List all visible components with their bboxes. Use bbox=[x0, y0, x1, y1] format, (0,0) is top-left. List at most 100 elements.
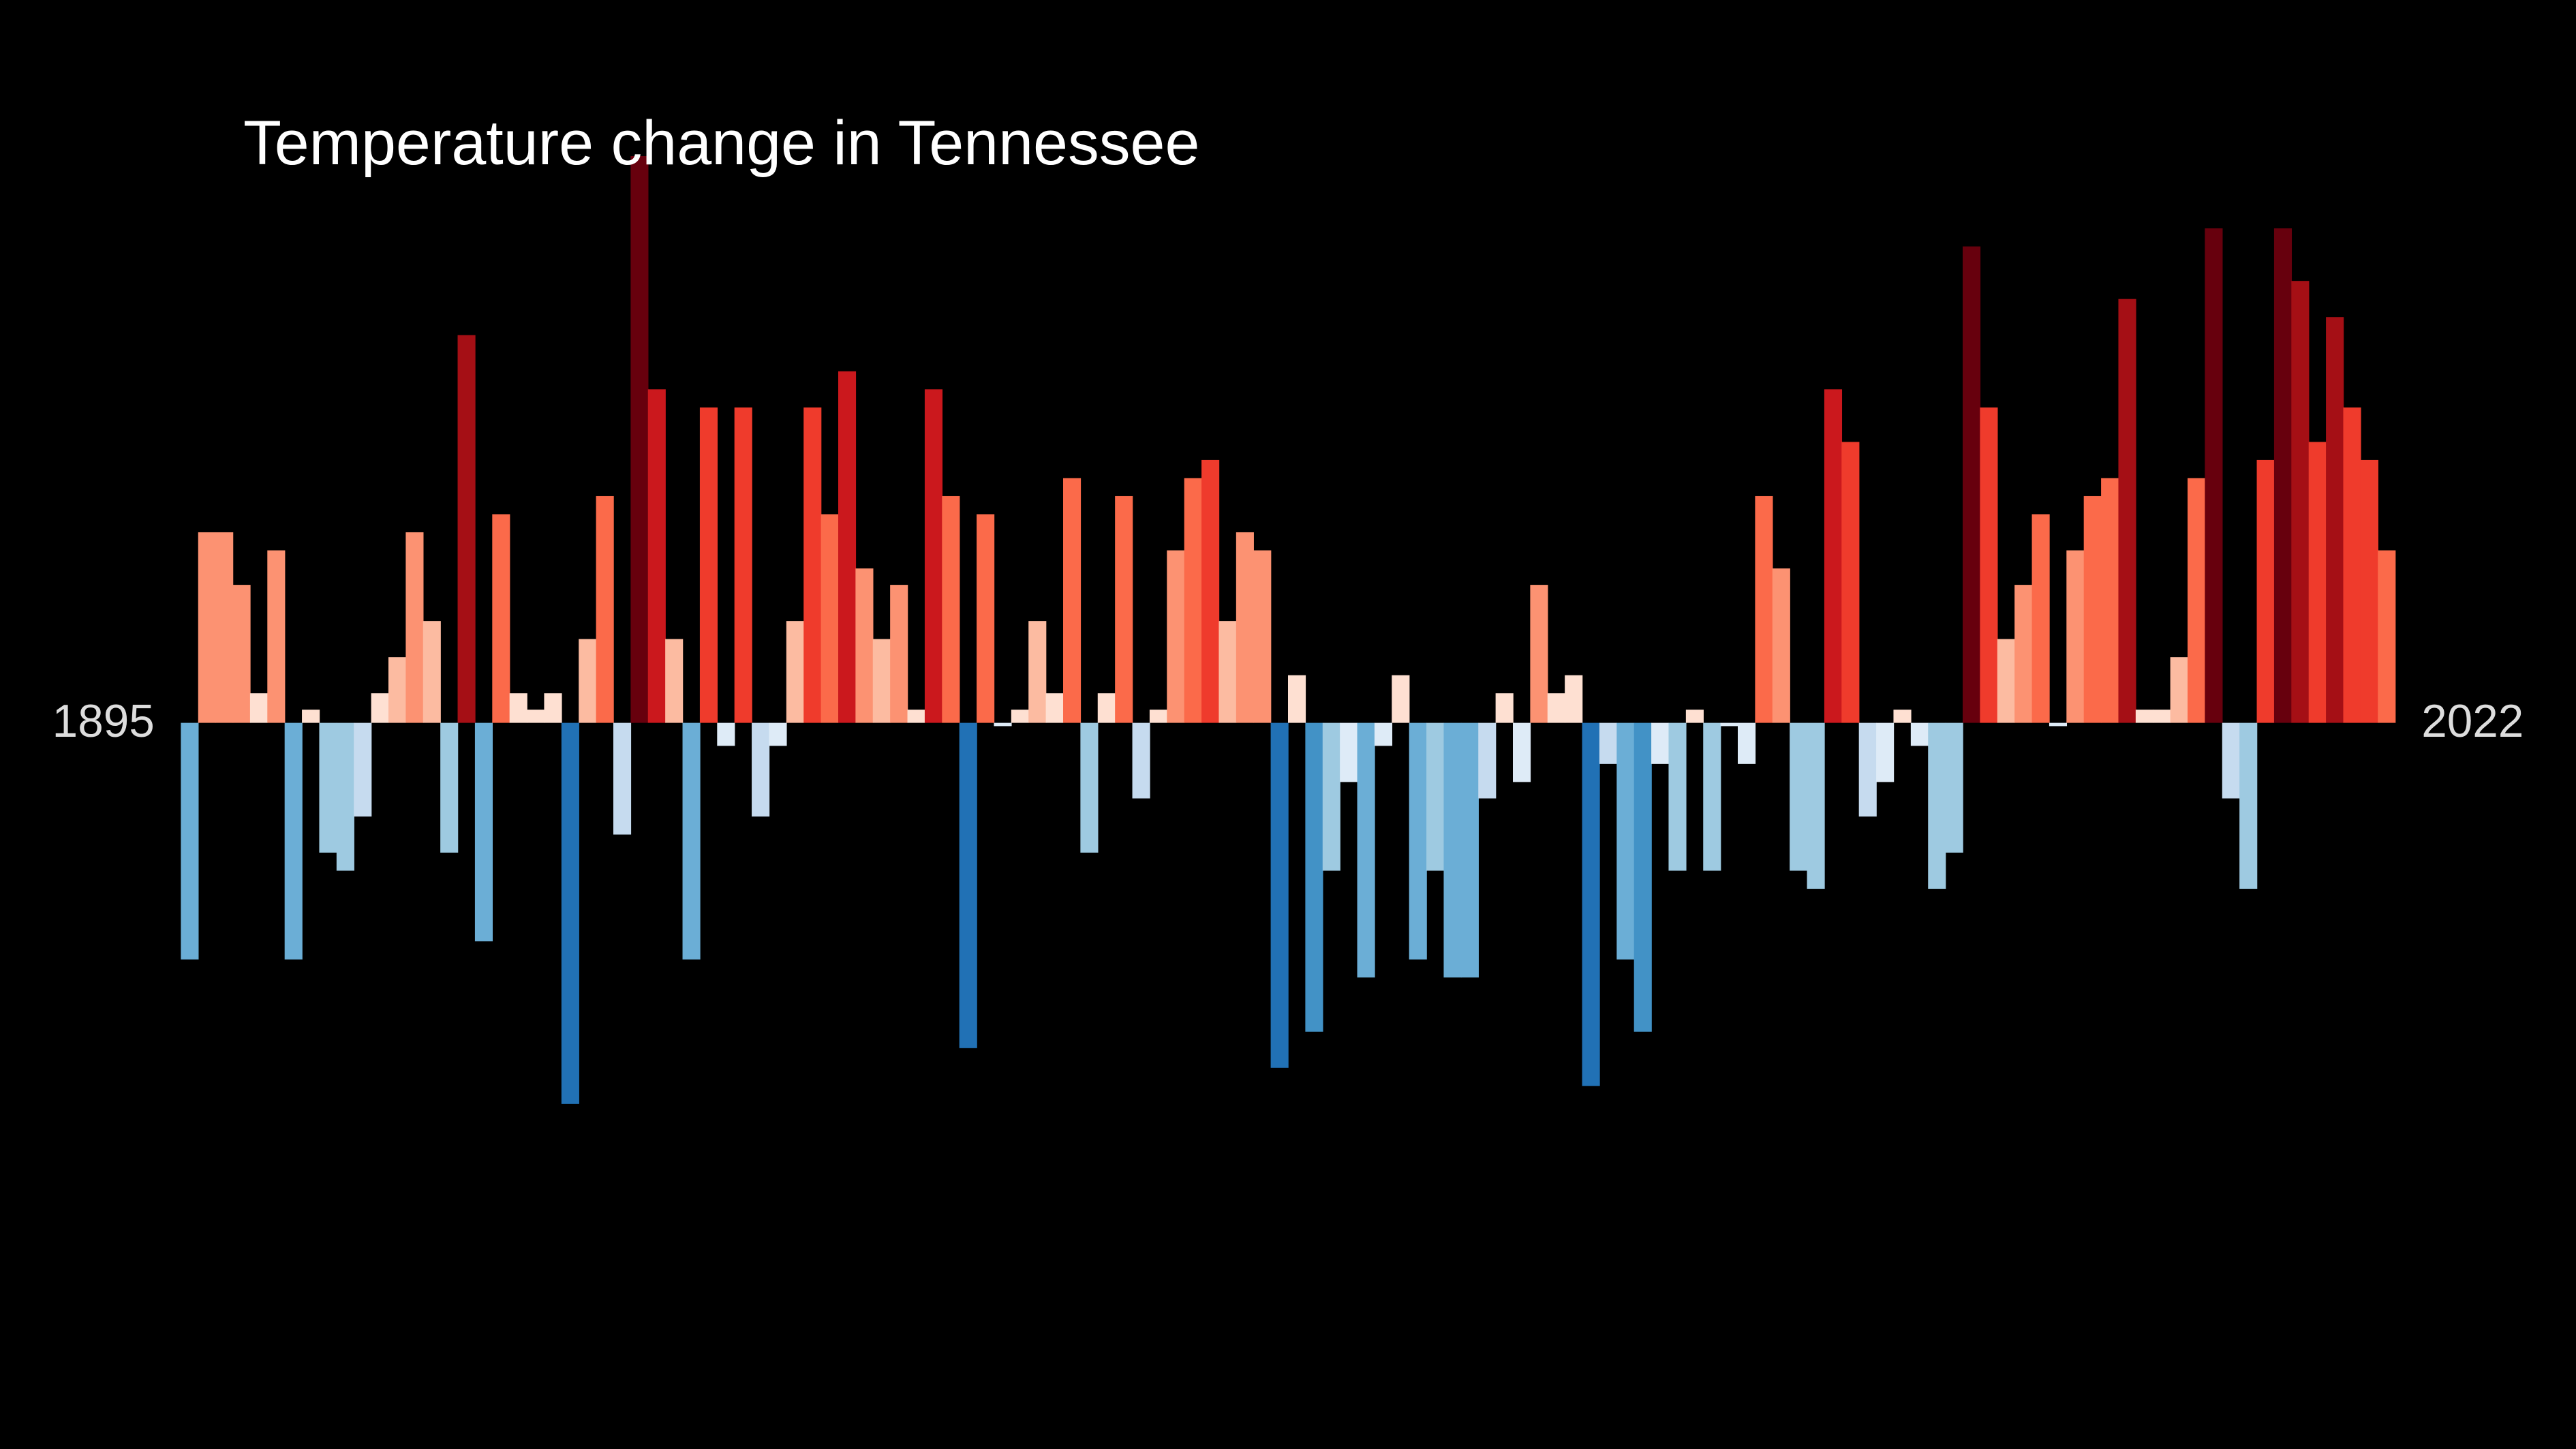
bar bbox=[596, 495, 614, 723]
bar bbox=[821, 514, 839, 723]
bar bbox=[405, 532, 424, 723]
bar bbox=[1426, 722, 1445, 871]
bar bbox=[1288, 675, 1306, 723]
bar bbox=[354, 722, 372, 817]
bar bbox=[2014, 585, 2033, 723]
bar bbox=[959, 722, 977, 1048]
bar bbox=[1703, 722, 1721, 871]
bar bbox=[613, 722, 632, 835]
bar bbox=[699, 407, 718, 723]
bar bbox=[267, 550, 286, 723]
bar bbox=[336, 722, 354, 871]
bar bbox=[1322, 722, 1340, 871]
bar bbox=[1357, 722, 1375, 978]
x-tick-label: 1895 bbox=[52, 696, 155, 747]
bar bbox=[1720, 722, 1738, 727]
chart-title: Temperature change in Tennessee bbox=[243, 108, 1199, 178]
bar bbox=[924, 389, 943, 723]
bar bbox=[1565, 675, 1583, 723]
bar bbox=[561, 722, 579, 1104]
bar bbox=[1616, 722, 1635, 960]
bar bbox=[423, 621, 441, 723]
bar bbox=[1582, 722, 1600, 1086]
bar bbox=[2326, 317, 2344, 723]
bar bbox=[734, 407, 752, 723]
bar bbox=[1685, 710, 1704, 723]
bar bbox=[388, 657, 407, 723]
bar bbox=[579, 639, 597, 723]
bar bbox=[1028, 621, 1047, 723]
bar bbox=[1409, 722, 1427, 960]
bar bbox=[249, 693, 269, 723]
bar bbox=[1045, 693, 1064, 723]
bar bbox=[1893, 710, 1912, 723]
bar bbox=[544, 693, 562, 723]
bar bbox=[1980, 407, 1998, 723]
bar bbox=[474, 722, 493, 942]
bar bbox=[319, 722, 337, 853]
bars bbox=[181, 155, 2396, 1104]
bar bbox=[215, 532, 234, 723]
bar bbox=[1997, 639, 2015, 723]
bar bbox=[2101, 478, 2119, 723]
bar bbox=[509, 693, 527, 723]
bar bbox=[1253, 550, 1272, 723]
bar bbox=[890, 585, 908, 723]
bar bbox=[630, 155, 649, 723]
bar bbox=[1460, 722, 1479, 978]
bar bbox=[977, 514, 995, 723]
bar bbox=[2256, 459, 2275, 723]
bar bbox=[1530, 585, 1548, 723]
bar bbox=[1149, 710, 1168, 723]
bar bbox=[1928, 722, 1946, 889]
bar bbox=[1668, 722, 1687, 871]
bar bbox=[1513, 722, 1531, 782]
bar bbox=[1270, 722, 1289, 1068]
bar bbox=[492, 514, 510, 723]
bar bbox=[1945, 722, 1963, 853]
bar bbox=[1772, 568, 1790, 723]
bar bbox=[1495, 693, 1514, 723]
bar bbox=[1651, 722, 1670, 764]
bar bbox=[2170, 657, 2188, 723]
bar bbox=[682, 722, 701, 960]
bar bbox=[1062, 478, 1082, 723]
bar bbox=[2360, 459, 2378, 723]
bar bbox=[1374, 722, 1393, 746]
bar bbox=[752, 722, 770, 817]
bar bbox=[1340, 722, 1358, 782]
bar bbox=[1841, 442, 1860, 723]
bar bbox=[1876, 722, 1895, 782]
bar bbox=[440, 722, 459, 853]
bar bbox=[665, 639, 684, 723]
bar bbox=[1080, 722, 1099, 853]
bar bbox=[2188, 478, 2206, 723]
bar bbox=[1963, 246, 1981, 723]
bar bbox=[1443, 722, 1462, 978]
bar bbox=[1167, 550, 1185, 723]
bar bbox=[1392, 675, 1410, 723]
bar bbox=[803, 407, 822, 723]
bar bbox=[1547, 693, 1565, 723]
x-tick-label: 2022 bbox=[2421, 696, 2524, 747]
bar bbox=[647, 389, 666, 723]
bar bbox=[1910, 722, 1929, 746]
bar bbox=[2083, 495, 2102, 723]
bar bbox=[1132, 722, 1150, 799]
bar bbox=[994, 722, 1012, 727]
bar bbox=[1755, 495, 1773, 723]
bar bbox=[855, 568, 874, 723]
bar bbox=[1790, 722, 1808, 871]
bar bbox=[1599, 722, 1618, 764]
bar bbox=[2049, 722, 2068, 727]
bar bbox=[2031, 514, 2050, 723]
bar bbox=[907, 710, 925, 723]
bar bbox=[1184, 478, 1202, 723]
bar bbox=[838, 371, 857, 723]
bar bbox=[872, 639, 891, 723]
bar bbox=[2066, 550, 2085, 723]
bar bbox=[1807, 722, 1825, 889]
bar bbox=[1201, 459, 1220, 723]
